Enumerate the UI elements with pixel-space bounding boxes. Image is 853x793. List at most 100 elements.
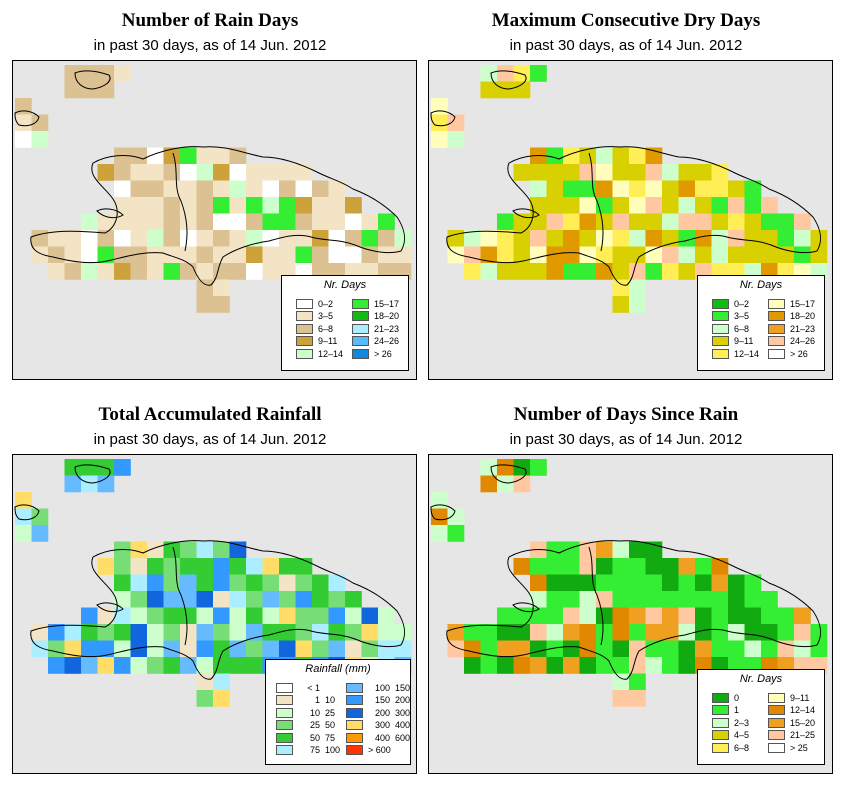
grid-cell	[180, 230, 197, 247]
grid-cell	[711, 640, 729, 658]
grid-cell	[196, 574, 214, 592]
grid-cell	[563, 213, 580, 231]
legend-item: 21–23	[768, 323, 815, 334]
grid-cell	[678, 164, 696, 181]
grid-cell	[596, 624, 613, 641]
grid-cell	[196, 213, 214, 231]
legend-label: > 25	[790, 742, 808, 753]
grid-cell	[295, 180, 313, 198]
grid-cell	[711, 624, 729, 641]
grid-cell	[114, 657, 131, 674]
grid-cell	[279, 213, 296, 231]
grid-cell	[629, 574, 646, 592]
legend-item: 6–8	[712, 742, 749, 753]
grid-cell	[229, 574, 247, 592]
grid-cell	[394, 246, 412, 264]
panel-subtitle: in past 30 days, as of 14 Jun. 2012	[93, 37, 327, 54]
grid-cell	[695, 164, 712, 181]
grid-cell	[312, 640, 329, 658]
grid-cell	[130, 246, 148, 264]
grid-cell	[361, 624, 379, 641]
grid-cell	[64, 640, 82, 658]
grid-cell	[480, 657, 498, 674]
grid-cell	[64, 459, 82, 476]
grid-cell	[229, 624, 247, 641]
grid-cell	[295, 591, 313, 608]
grid-cell	[678, 574, 696, 592]
legend-label: 6–8	[318, 323, 334, 334]
grid-cell	[130, 147, 148, 165]
grid-cell	[97, 640, 115, 658]
legend-item: 18–20	[352, 311, 399, 322]
grid-cell	[645, 541, 663, 559]
legend-range-high: 200	[395, 695, 411, 705]
legend-item: 15–20	[768, 717, 815, 728]
grid-cell	[761, 246, 778, 264]
legend-label: 25 50	[298, 720, 335, 730]
grid-cell	[196, 180, 214, 198]
grid-cell	[563, 197, 580, 214]
grid-cell	[81, 459, 98, 476]
grid-cell	[180, 147, 197, 165]
legend-swatch	[276, 682, 293, 693]
grid-cell	[744, 640, 762, 658]
grid-cell	[645, 607, 663, 625]
grid-cell	[464, 263, 481, 280]
grid-cell	[695, 246, 712, 264]
grid-cell	[81, 213, 98, 231]
grid-cell	[744, 591, 762, 608]
grid-cell	[546, 197, 564, 214]
grid-cell	[345, 640, 362, 658]
grid-cell	[196, 279, 214, 297]
grid-cell	[546, 624, 564, 641]
grid-cell	[163, 574, 181, 592]
grid-cell	[213, 213, 230, 231]
grid-cell	[15, 525, 32, 542]
grid-cell	[711, 197, 729, 214]
grid-cell	[229, 558, 247, 575]
grid-cell	[114, 180, 131, 198]
grid-cell	[180, 164, 197, 181]
grid-cell	[530, 230, 547, 247]
grid-cell	[645, 574, 663, 592]
grid-cell	[447, 131, 465, 148]
grid-cell	[678, 230, 696, 247]
grid-cell	[711, 180, 729, 198]
legend-item: 15–17	[768, 298, 815, 309]
legend-swatch	[296, 323, 313, 334]
grid-cell	[480, 230, 498, 247]
grid-cell	[213, 574, 230, 592]
grid-cell	[246, 197, 263, 214]
grid-cell	[629, 640, 646, 658]
grid-cell	[279, 591, 296, 608]
legend-item: 0	[712, 692, 739, 703]
grid-cell	[114, 459, 131, 476]
grid-cell	[497, 640, 514, 658]
grid-cell	[279, 574, 296, 592]
grid-cell	[678, 197, 696, 214]
grid-cell	[480, 81, 498, 99]
grid-cell	[728, 640, 745, 658]
grid-cell	[711, 607, 729, 625]
grid-cell	[213, 296, 230, 313]
grid-cell	[130, 607, 148, 625]
grid-cell	[31, 230, 49, 247]
grid-cell	[464, 624, 481, 641]
grid-cell	[31, 114, 49, 132]
legend-label: > 600	[368, 745, 395, 755]
legend: Rainfall (mm) < 1 1 10 10 25 25 50 50 75 75 100 100…	[265, 659, 411, 765]
legend-swatch	[712, 311, 729, 321]
legend-item: 6–8	[296, 323, 333, 334]
legend: Nr. Days 0–2 3–5 6–8 9–11 12–14 15–17 18–20 21–…	[281, 275, 409, 371]
grid-cell	[328, 624, 346, 641]
grid-cell	[328, 640, 346, 658]
grid-cell	[629, 230, 646, 247]
grid-cell	[64, 81, 82, 99]
grid-cell	[147, 574, 164, 592]
grid-cell	[662, 263, 679, 280]
grid-cell	[246, 558, 263, 575]
grid-cell	[530, 213, 547, 231]
grid-cell	[262, 607, 280, 625]
legend-range-high: 50	[325, 720, 336, 730]
grid-cell	[262, 213, 280, 231]
